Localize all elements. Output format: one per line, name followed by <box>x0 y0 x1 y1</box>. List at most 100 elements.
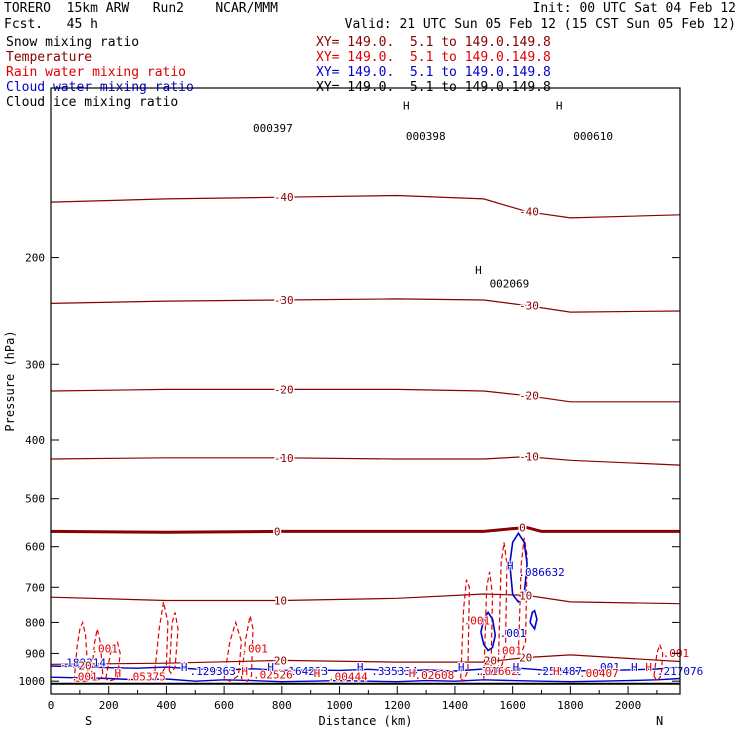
isotherm-label: 10 <box>519 589 532 602</box>
contour-annotation: H <box>314 667 321 680</box>
isotherm-label: 0 <box>519 522 526 535</box>
x-tick-label: 800 <box>272 699 292 712</box>
header-valid: Valid: 21 UTC Sun 05 Feb 12 (15 CST Sun … <box>344 17 736 32</box>
contour-annotation: 000398 <box>406 130 446 143</box>
y-tick-label: 1000 <box>19 675 46 688</box>
contour-annotation: .00444 <box>328 671 368 684</box>
contour-annotation: 20 <box>484 654 497 667</box>
legend-xy-temperature: XY= 149.0. 5.1 to 149.0.149.8 <box>316 35 551 50</box>
rain-contour <box>90 628 104 683</box>
contour-annotation: H <box>458 661 465 674</box>
x-tick-label: 2000 <box>615 699 642 712</box>
legend-cloud-ice: Cloud ice mixing ratio <box>6 95 179 110</box>
contour-annotation: .376432 <box>475 665 521 678</box>
rain-contour <box>105 640 121 682</box>
contour-annotation: .02526 <box>253 669 293 682</box>
isotherm-label: 20 <box>274 654 287 667</box>
isotherm--30 <box>50 298 681 313</box>
isotherm--40 <box>50 194 681 219</box>
contour-annotation: H <box>475 264 482 277</box>
contour-annotation: H <box>114 667 121 680</box>
contour-annotation: 000610 <box>573 130 613 143</box>
isotherm--20 <box>50 388 680 403</box>
contour-annotation: H <box>631 661 638 674</box>
y-tick-label: 900 <box>25 647 45 660</box>
contour-annotation: H <box>556 100 563 113</box>
isotherm-label: -10 <box>519 451 539 464</box>
contour-annotation: .086632 <box>518 566 564 579</box>
rain-contour <box>240 615 254 682</box>
contour-annotation: .164223 <box>282 665 328 678</box>
contour-annotation: .05375 <box>126 671 166 684</box>
y-tick-label: 700 <box>25 581 45 594</box>
rain-contour <box>653 642 664 683</box>
isotherm-label: 0 <box>274 525 281 538</box>
legend-temperature: Temperature <box>6 50 93 65</box>
x-tick-label: 600 <box>214 699 234 712</box>
cloud-contour <box>529 609 538 631</box>
x-end-label-south: S <box>85 714 92 728</box>
y-tick-label: 400 <box>25 434 45 447</box>
contour-annotation: H <box>553 665 560 678</box>
isotherm-label: -40 <box>519 206 539 219</box>
header-model: TORERO 15km ARW Run2 NCAR/MMM <box>4 1 278 16</box>
y-tick-label: 600 <box>25 541 45 554</box>
contour-annotation: .001 <box>593 661 620 674</box>
contour-annotation: .01662 <box>478 665 518 678</box>
contour-annotation: 20 <box>78 659 91 672</box>
contour-annotation: H <box>409 667 416 680</box>
contour-annotation: H <box>403 100 410 113</box>
rain-contour <box>517 537 528 654</box>
rain-contour <box>73 620 90 682</box>
cloud-contour <box>509 531 528 604</box>
cloud-contour <box>480 610 497 652</box>
x-tick-label: 1600 <box>499 699 526 712</box>
contour-annotation: 000397 <box>253 122 293 135</box>
isotherm-label: -20 <box>519 390 539 403</box>
plot-frame <box>50 87 681 695</box>
contour-annotation: .001 <box>71 671 98 684</box>
legend-xy-rain: XY= 149.0. 5.1 to 149.0.149.8 <box>316 50 551 65</box>
contour-annotation: .00407 <box>579 667 619 680</box>
isotherm-label: -40 <box>274 191 294 204</box>
contour-annotation: H <box>241 665 248 678</box>
isotherm-20 <box>50 654 681 665</box>
y-axis-title: Pressure (hPa) <box>3 330 17 431</box>
contour-annotation: .001 <box>464 614 491 627</box>
y-tick-label: 500 <box>25 493 45 506</box>
contour-annotation: .02608 <box>415 669 455 682</box>
rain-contour <box>154 601 169 677</box>
x-axis-title: Distance (km) <box>319 714 413 728</box>
x-tick-label: 200 <box>99 699 119 712</box>
y-tick-label: 300 <box>25 358 45 371</box>
isotherm-label: 20 <box>519 651 532 664</box>
isotherm-label: -20 <box>274 383 294 396</box>
contour-annotation: H <box>645 661 652 674</box>
isotherm-label: -10 <box>274 452 294 465</box>
rain-contour <box>460 579 471 683</box>
x-tick-label: 1800 <box>557 699 584 712</box>
header-fcst: Fcst. 45 h <box>4 17 98 32</box>
contour-annotation: H <box>267 661 274 674</box>
contour-annotation: H <box>507 559 514 572</box>
rain-contour <box>483 571 494 679</box>
contour-annotation: .001 <box>91 642 118 655</box>
contour-annotation: .001 <box>500 627 527 640</box>
x-tick-label: 1400 <box>442 699 469 712</box>
x-tick-label: 1200 <box>384 699 411 712</box>
cloud-band-top <box>50 665 681 672</box>
x-tick-label: 400 <box>156 699 176 712</box>
contour-annotation: .335334 <box>371 665 418 678</box>
legend-snow: Snow mixing ratio <box>6 35 140 50</box>
contour-annotation: .189314 <box>60 657 107 670</box>
x-end-label-north: N <box>656 714 663 728</box>
x-tick-label: 1000 <box>326 699 353 712</box>
isotherm-10 <box>50 593 681 605</box>
x-tick-label: 0 <box>48 699 55 712</box>
contour-annotation: H <box>181 661 188 674</box>
rain-contour <box>497 542 508 671</box>
isotherm-label: -30 <box>519 300 539 313</box>
legend-xy-cloud-water: XY= 149.0. 5.1 to 149.0.149.8 <box>316 65 551 80</box>
isotherm-0 <box>50 526 680 534</box>
